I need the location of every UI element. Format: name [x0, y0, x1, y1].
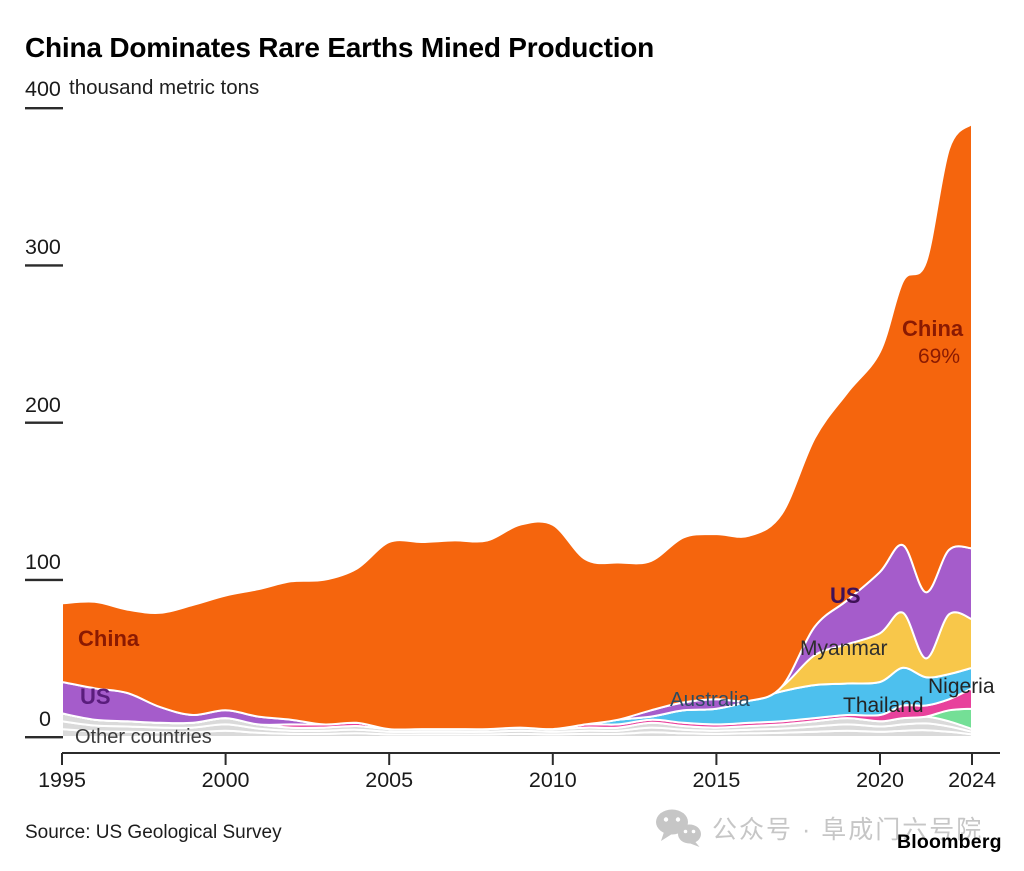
y-tick-label-400: 400 — [25, 77, 61, 101]
x-tick-label-2020: 2020 — [856, 768, 904, 792]
y-tick-label-200: 200 — [25, 392, 61, 417]
x-tick-label-2010: 2010 — [528, 768, 577, 792]
x-tick-label-2015: 2015 — [692, 768, 741, 792]
x-tick-label-2000: 2000 — [201, 768, 250, 792]
watermark-text: 公众号 · 阜成门六号院 — [712, 816, 984, 844]
page-title: China Dominates Rare Earths Mined Produc… — [25, 32, 655, 63]
bloomberg-logo: Bloomberg — [897, 831, 1002, 853]
y-tick-line-0 — [25, 736, 63, 739]
y-tick-line-400 — [25, 107, 63, 110]
wechat-icon — [656, 809, 701, 847]
chart-area-china — [61, 122, 973, 731]
y-tick-line-100 — [25, 578, 63, 582]
y-tick-line-200 — [25, 421, 63, 424]
y-axis-unit-label: thousand metric tons — [69, 76, 260, 99]
y-tick-line-300 — [25, 264, 63, 267]
x-tick-label-2005: 2005 — [365, 768, 414, 792]
x-tick-label-1995: 1995 — [38, 768, 86, 792]
y-tick-label-100: 100 — [25, 549, 61, 574]
wechat-watermark: 公众号 · 阜成门六号院 — [654, 808, 983, 848]
source-label: Source: US Geological Survey — [25, 822, 282, 843]
x-tick-label-2024: 2024 — [948, 768, 996, 792]
y-tick-label-300: 300 — [25, 235, 61, 260]
y-tick-label-0: 0 — [39, 707, 51, 731]
